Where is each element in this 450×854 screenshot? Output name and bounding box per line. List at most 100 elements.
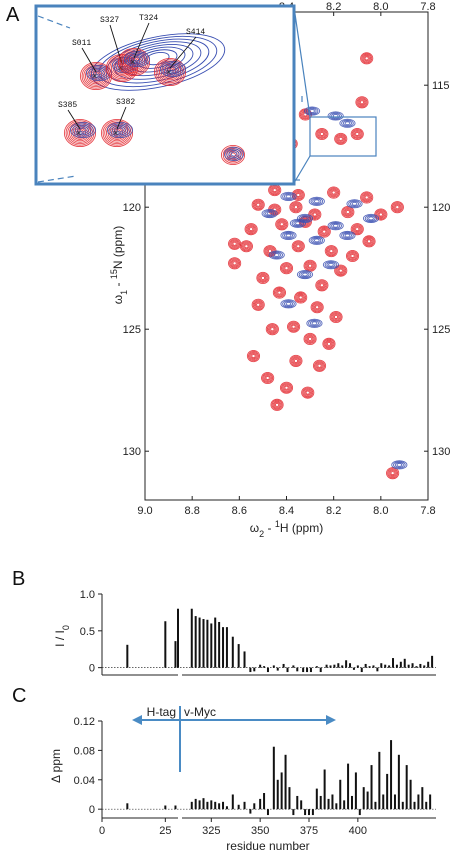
contour-ring [293, 242, 303, 251]
contour-ring [317, 129, 327, 139]
red-peak [270, 398, 284, 411]
contour-ring [272, 400, 282, 409]
shift-bar [190, 801, 193, 810]
contour-ring [270, 398, 284, 411]
red-peak [312, 359, 327, 372]
contour-ring [376, 210, 386, 219]
contour-ring [336, 134, 346, 143]
contour-ring [111, 124, 129, 136]
contour-ring [364, 56, 369, 61]
shift-bar [354, 772, 357, 810]
contour-ring [295, 221, 301, 226]
contour-ring [310, 210, 320, 219]
contour-ring [266, 211, 273, 216]
intensity-bar [319, 667, 322, 673]
contour-ring [359, 100, 365, 105]
nmr-spectrum: 9.08.88.68.48.28.07.88.48.28.07.81151151… [109, 1, 450, 539]
contour-ring [315, 127, 329, 141]
y-axis-label: ω1 - 15N (ppm) [109, 226, 129, 304]
contour-ring [365, 238, 373, 245]
contour-ring [273, 287, 285, 298]
peak-cross: × [130, 57, 135, 67]
shift-bar [259, 798, 262, 810]
intensity-bar [364, 663, 367, 668]
shift-bar [263, 793, 266, 810]
intensity-bar [190, 608, 193, 668]
contour-ring [277, 220, 287, 229]
red-peak [360, 52, 374, 65]
contour-ring [290, 202, 302, 213]
contour-ring [349, 200, 360, 207]
shift-bar [202, 798, 205, 810]
blue-peak [280, 230, 297, 241]
contour-ring [273, 401, 281, 408]
contour-ring [279, 381, 294, 394]
contour-ring [348, 200, 361, 208]
intensity-bar [341, 665, 344, 668]
contour-ring [296, 192, 301, 198]
y-tick-label: 0 [89, 804, 95, 816]
peak-label: S382 [116, 98, 135, 107]
peak-label: S011 [72, 39, 91, 48]
red-peak [246, 349, 261, 363]
panel-letter-c: C [12, 685, 27, 707]
contour-ring [324, 261, 338, 269]
intensity-bar [218, 621, 221, 668]
contour-ring [361, 53, 373, 64]
blue-peak [339, 118, 356, 128]
contour-ring [167, 65, 179, 73]
x-tick-label: 350 [251, 825, 269, 837]
y-right-tick-label: 115 [432, 80, 450, 92]
contour-ring [228, 237, 242, 250]
red-peak [287, 320, 301, 333]
intensity-bar [206, 619, 209, 668]
blue-peak [296, 269, 314, 280]
contour-ring [323, 338, 335, 349]
shift-bar [243, 801, 246, 810]
contour-ring [228, 149, 240, 159]
y-tick-label: 0.08 [74, 745, 95, 757]
contour-ring [252, 199, 264, 210]
contour-ring [364, 214, 378, 223]
contour-ring [283, 265, 290, 272]
contour-ring [327, 111, 344, 121]
red-peak [341, 206, 355, 219]
contour-ring [342, 207, 354, 218]
contour-ring [366, 215, 376, 222]
inset-blue-peak [223, 146, 245, 162]
contour-ring [331, 113, 341, 119]
shift-bar [272, 746, 275, 810]
contour-ring [339, 230, 356, 241]
contour-ring [247, 226, 255, 233]
red-peak [315, 279, 329, 292]
shift-bar [393, 794, 396, 810]
shift-bar [315, 788, 318, 810]
contour-ring [256, 302, 261, 307]
contour-ring [285, 301, 292, 306]
contour-ring [347, 250, 358, 262]
contour-ring [295, 292, 307, 303]
contour-ring [117, 47, 151, 77]
red-peak [279, 262, 294, 275]
contour-ring [327, 221, 344, 231]
red-peak [291, 240, 305, 253]
peak-leader [109, 24, 123, 65]
contour-ring [261, 371, 275, 385]
blue-peak [362, 213, 380, 223]
contour-ring [283, 300, 294, 307]
contour-ring [342, 120, 353, 127]
contour-ring [126, 52, 148, 66]
contour-ring [322, 260, 340, 270]
shift-bar [276, 779, 279, 810]
x-top-tick-label: 7.8 [420, 1, 435, 13]
contour-ring [240, 241, 252, 252]
contour-ring [293, 205, 299, 210]
intensity-bar [194, 616, 197, 668]
contour-ring [395, 205, 400, 210]
zoom-region-box [309, 116, 377, 157]
contour-ring [324, 339, 334, 348]
shift-bar [304, 809, 307, 816]
intensity-bar [126, 644, 129, 668]
contour-ring [251, 353, 256, 359]
intensity-bar [276, 667, 279, 671]
